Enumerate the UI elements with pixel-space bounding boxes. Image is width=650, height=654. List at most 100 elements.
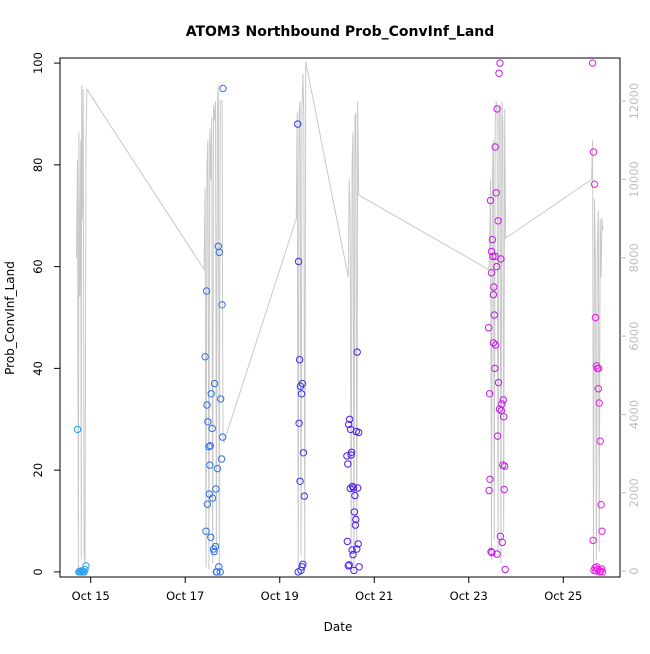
y-tick-label: 80 xyxy=(31,158,45,173)
data-point xyxy=(501,565,509,574)
y2-axis-right: 0 2000 4000 6000 8000 10000 12000 xyxy=(620,83,641,575)
data-point xyxy=(296,477,304,485)
data-point xyxy=(345,561,353,569)
x-tick-label: Oct 21 xyxy=(355,589,393,603)
y-axis-title: Prob_ConvInf_Land xyxy=(3,261,17,375)
x-axis: Oct 15 Oct 17 Oct 19 Oct 21 Oct 23 Oct 25 xyxy=(72,577,582,603)
data-point xyxy=(349,484,358,492)
data-point xyxy=(350,508,359,516)
data-point xyxy=(343,537,351,546)
data-point xyxy=(294,120,302,128)
plot-border xyxy=(59,57,621,578)
data-point xyxy=(203,401,211,409)
y2-tick-label: 4000 xyxy=(627,400,641,429)
data-point xyxy=(346,484,354,493)
data-point xyxy=(355,428,363,437)
data-point xyxy=(489,290,498,299)
y-tick-label: 60 xyxy=(31,259,45,274)
chart-title: ATOM3 Northbound Prob_ConvInf_Land xyxy=(186,24,495,40)
data-point xyxy=(598,527,606,535)
data-point xyxy=(487,269,496,277)
data-point xyxy=(492,341,500,349)
series-line xyxy=(76,61,604,572)
data-point xyxy=(490,283,498,291)
data-point xyxy=(299,449,308,457)
data-point xyxy=(493,262,501,271)
data-point xyxy=(300,492,308,500)
data-point xyxy=(588,59,597,67)
data-point xyxy=(354,540,362,548)
data-point xyxy=(355,563,363,571)
data-point xyxy=(202,527,210,535)
data-point xyxy=(595,399,603,407)
y-tick-label: 40 xyxy=(31,361,45,376)
y-axis: 0 20 40 60 80 100 xyxy=(31,52,60,576)
data-point xyxy=(210,547,218,556)
data-point xyxy=(205,443,213,451)
y2-tick-label: 6000 xyxy=(627,321,641,350)
data-point xyxy=(499,396,507,404)
data-point xyxy=(488,235,497,244)
data-point xyxy=(204,418,212,426)
data-point xyxy=(352,515,360,524)
data-point xyxy=(494,378,503,387)
data-point xyxy=(354,484,362,492)
x-axis-title: Date xyxy=(324,620,353,634)
data-point xyxy=(219,84,227,93)
data-point xyxy=(348,546,356,554)
data-point xyxy=(215,248,224,257)
x-tick-label: Oct 23 xyxy=(450,589,488,603)
data-point xyxy=(491,364,499,373)
data-point xyxy=(353,348,361,356)
data-point xyxy=(344,562,352,570)
data-point xyxy=(495,405,504,413)
y2-tick-label: 12000 xyxy=(627,83,641,120)
data-point xyxy=(491,252,499,261)
data-point xyxy=(210,379,219,388)
data-point xyxy=(206,442,215,450)
data-point xyxy=(211,542,220,551)
data-point xyxy=(217,395,225,403)
data-point xyxy=(487,247,496,256)
data-point xyxy=(298,379,307,388)
data-point xyxy=(82,562,90,570)
data-point xyxy=(495,69,503,78)
data-point xyxy=(348,482,357,491)
data-point xyxy=(218,433,227,441)
data-point xyxy=(216,568,224,576)
data-point xyxy=(500,485,508,494)
data-point xyxy=(596,437,604,445)
data-point xyxy=(491,143,499,151)
data-point xyxy=(497,406,506,415)
data-point xyxy=(351,491,359,500)
data-point xyxy=(486,196,495,205)
data-point xyxy=(201,353,209,361)
data-point xyxy=(205,490,214,498)
data-point xyxy=(345,420,353,429)
data-point xyxy=(489,252,497,261)
data-point xyxy=(350,566,358,575)
x-tick-label: Oct 15 xyxy=(72,589,110,603)
data-point xyxy=(493,105,501,113)
data-point xyxy=(207,390,215,398)
data-point xyxy=(493,432,502,440)
data-point xyxy=(299,560,307,568)
data-point xyxy=(590,180,599,188)
y2-tick-label: 2000 xyxy=(627,478,641,507)
data-point xyxy=(218,301,226,309)
y-tick-label: 20 xyxy=(31,463,45,478)
x-tick-label: Oct 17 xyxy=(166,589,204,603)
x-tick-label: Oct 19 xyxy=(261,589,299,603)
point-layer xyxy=(73,59,607,576)
data-point xyxy=(490,311,498,319)
data-point xyxy=(492,189,500,197)
data-point xyxy=(206,461,214,469)
data-point xyxy=(498,538,506,547)
data-point xyxy=(351,521,360,529)
data-point xyxy=(217,455,226,463)
y-tick-label: 0 xyxy=(31,568,45,575)
data-point xyxy=(212,485,220,493)
data-point xyxy=(347,448,356,456)
data-point xyxy=(486,475,494,483)
